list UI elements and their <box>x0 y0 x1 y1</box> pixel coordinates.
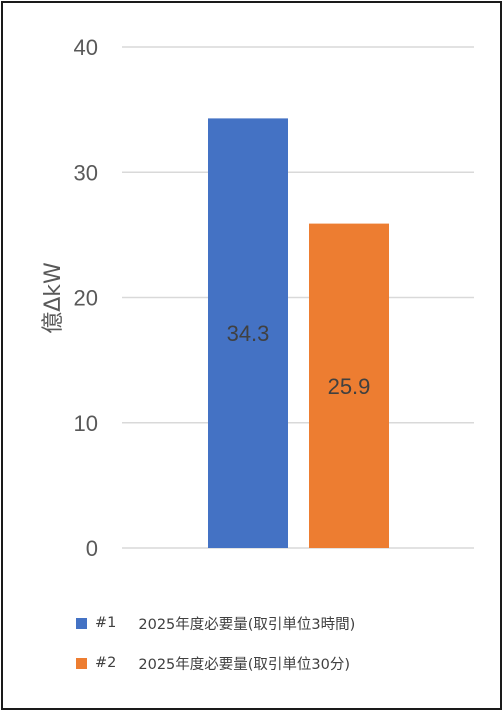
bars <box>208 118 389 549</box>
y-tick-40: 40 <box>74 35 98 60</box>
gridlines <box>122 46 474 549</box>
legend-code-1: #1 <box>95 615 117 631</box>
data-label-2: 25.9 <box>328 374 371 399</box>
y-tick-30: 30 <box>74 160 98 185</box>
legend-swatch-1 <box>76 617 87 629</box>
data-label-1: 34.3 <box>227 321 270 346</box>
legend-text-2: 2025年度必要量(取引単位30分) <box>138 656 351 673</box>
legend: #1 2025年度必要量(取引単位3時間) #2 2025年度必要量(取引単位3… <box>76 612 355 692</box>
y-tick-20: 20 <box>74 286 98 311</box>
bar-2 <box>309 223 389 549</box>
y-tick-labels: 0 10 20 30 40 <box>74 35 98 561</box>
y-tick-0: 0 <box>86 536 98 561</box>
y-tick-10: 10 <box>74 411 98 436</box>
legend-code-2: #2 <box>95 655 117 671</box>
legend-item-2: #2 2025年度必要量(取引単位30分) <box>76 652 355 674</box>
legend-swatch-2 <box>76 657 87 669</box>
bar-1 <box>208 118 288 548</box>
y-axis-label: 億ΔkW <box>41 262 66 334</box>
legend-text-1: 2025年度必要量(取引単位3時間) <box>138 616 356 633</box>
legend-item-1: #1 2025年度必要量(取引単位3時間) <box>76 612 355 634</box>
data-labels: 34.3 25.9 <box>227 321 371 399</box>
